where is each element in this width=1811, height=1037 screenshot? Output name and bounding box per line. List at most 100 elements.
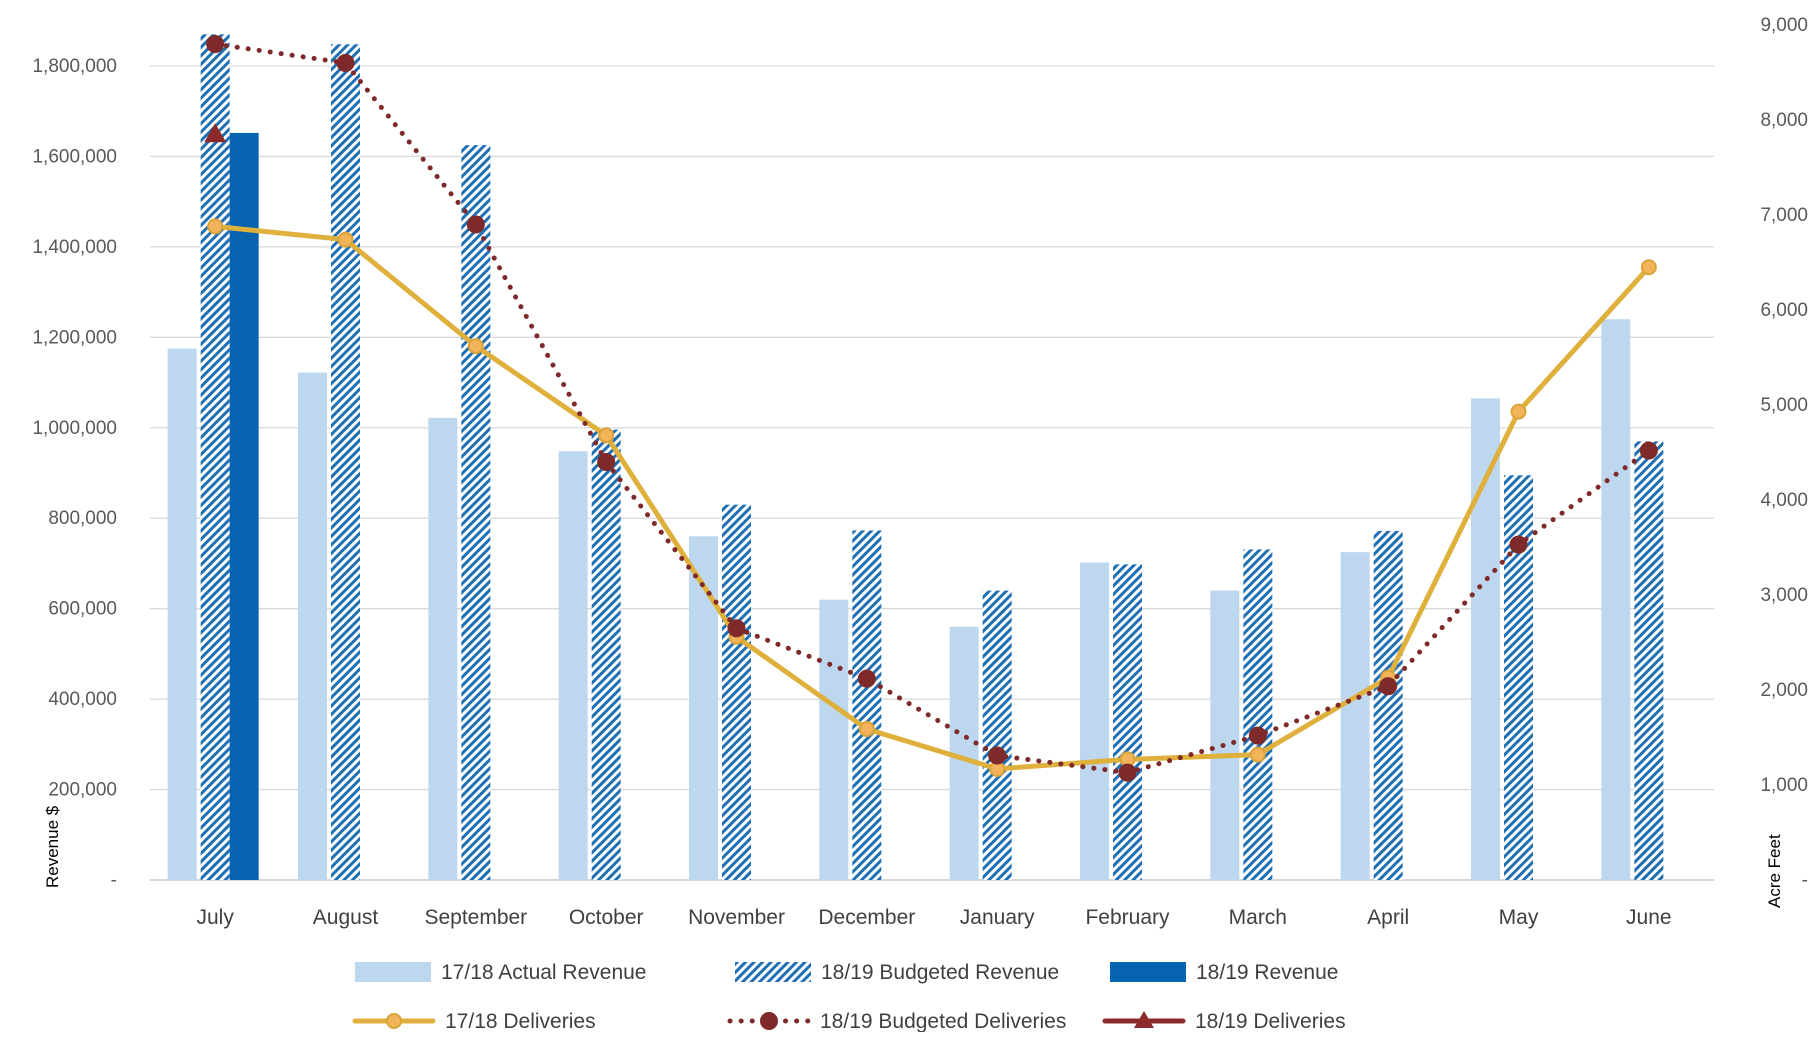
y-right-tick-label: 2,000 (1760, 680, 1808, 701)
y-right-tick-label: 5,000 (1760, 395, 1808, 416)
y-right-tick-label: 8,000 (1760, 110, 1808, 131)
point-1-6 (988, 746, 1007, 765)
x-tick-label: November (688, 906, 785, 929)
bar-1-7 (1113, 564, 1142, 880)
y-left-tick-label: 200,000 (48, 780, 117, 801)
bar-0-9 (1340, 552, 1370, 880)
bar-0-3 (558, 451, 588, 880)
point-0-0 (207, 218, 224, 235)
legend-item: 18/19 Deliveries (1102, 1010, 1346, 1033)
y-right-axis-title: Acre Feet (1765, 834, 1784, 908)
bar-1-6 (982, 590, 1012, 880)
bar-0-2 (428, 417, 458, 880)
point-0-10 (1510, 403, 1527, 420)
y-left-tick-label: 1,200,000 (32, 327, 117, 348)
bar-0-0 (167, 348, 197, 880)
y-right-tick-label: 3,000 (1760, 585, 1808, 606)
x-tick-label: April (1367, 906, 1409, 929)
bar-1-4 (722, 504, 751, 880)
x-tick-label: February (1085, 906, 1170, 929)
x-tick-label: May (1499, 906, 1539, 929)
legend-item: 18/19 Budgeted Deliveries (727, 1010, 1066, 1033)
y-right-tick-label: 1,000 (1760, 775, 1808, 796)
point-0-2 (467, 338, 484, 355)
bar-2-0 (229, 132, 259, 880)
bar-1-1 (331, 44, 360, 880)
point-1-7 (1118, 763, 1137, 782)
point-1-11 (1639, 441, 1658, 460)
bar-1-11 (1634, 441, 1664, 880)
point-1-1 (336, 54, 355, 72)
bar-1-8 (1243, 549, 1273, 880)
point-1-3 (597, 453, 616, 471)
y-left-tick-label: 1,000,000 (32, 418, 117, 439)
point-1-10 (1509, 535, 1528, 554)
legend-item: 17/18 Deliveries (352, 1010, 596, 1033)
legend-label: 18/19 Budgeted Revenue (821, 961, 1059, 984)
lines (204, 35, 1658, 782)
bar-0-7 (1080, 562, 1109, 880)
legend-swatch (355, 962, 431, 982)
y-left-tick-label: 1,800,000 (32, 56, 117, 77)
y-right-tick-label: 4,000 (1760, 490, 1808, 511)
bar-0-5 (819, 599, 849, 880)
point-0-3 (598, 427, 615, 444)
legend-label: 17/18 Deliveries (445, 1010, 596, 1032)
line-series-0 (212, 223, 1652, 772)
axes: Revenue $ Acre Feet - 200,000 400,000 600,0… (32, 15, 1808, 929)
bar-0-1 (298, 372, 327, 880)
legend-item: 17/18 Actual Revenue (355, 961, 647, 984)
legend-item: 18/19 Budgeted Revenue (735, 961, 1059, 984)
gridlines (150, 65, 1714, 881)
point-1-2 (466, 215, 485, 234)
y-right-tick-label: 6,000 (1760, 300, 1808, 321)
point-1-0 (206, 35, 225, 53)
legend-label: 18/19 Budgeted Deliveries (820, 1010, 1066, 1032)
bars (167, 34, 1664, 881)
y-left-tick-label: 800,000 (48, 508, 117, 529)
bar-0-10 (1471, 398, 1500, 880)
bar-1-2 (461, 145, 491, 880)
point-0-8 (1249, 746, 1266, 763)
x-tick-label: October (569, 906, 644, 929)
x-tick-label: January (960, 906, 1035, 929)
y-right-tick-label: 9,000 (1760, 15, 1808, 36)
bar-1-0 (200, 34, 230, 881)
bar-1-5 (852, 530, 882, 880)
legend-marker (760, 1012, 778, 1030)
point-2-0 (204, 123, 227, 143)
y-left-axis-title: Revenue $ (43, 805, 62, 888)
point-0-1 (337, 231, 354, 248)
bar-0-8 (1210, 590, 1240, 880)
bar-1-3 (591, 429, 621, 880)
y-left-tick-label: - (111, 870, 117, 891)
y-left-tick-label: 400,000 (48, 689, 117, 710)
x-tick-label: August (313, 906, 379, 929)
x-tick-label: July (196, 906, 234, 929)
legend-label: 18/19 Revenue (1196, 961, 1338, 984)
y-left-tick-label: 600,000 (48, 599, 117, 620)
y-right-tick-label: - (1802, 870, 1808, 891)
legend: 17/18 Actual Revenue 18/19 Budgeted Reven… (352, 961, 1346, 1033)
legend-marker (386, 1013, 402, 1029)
bar-1-9 (1373, 530, 1403, 880)
point-1-9 (1379, 677, 1398, 696)
x-tick-label: June (1626, 906, 1672, 929)
legend-label: 17/18 Actual Revenue (441, 961, 647, 984)
y-right-tick-label: 7,000 (1760, 205, 1808, 226)
y-left-tick-label: 1,400,000 (32, 237, 117, 258)
legend-item: 18/19 Revenue (1110, 961, 1338, 984)
legend-swatch (1110, 962, 1186, 982)
x-tick-label: March (1229, 906, 1287, 929)
point-0-11 (1640, 259, 1657, 276)
y-left-tick-label: 1,600,000 (32, 146, 117, 167)
legend-label: 18/19 Deliveries (1195, 1010, 1346, 1032)
point-0-5 (858, 720, 875, 737)
point-1-5 (857, 669, 876, 688)
bar-0-11 (1601, 319, 1631, 880)
legend-swatch (735, 962, 811, 982)
point-1-8 (1248, 726, 1267, 745)
point-1-4 (727, 619, 746, 638)
